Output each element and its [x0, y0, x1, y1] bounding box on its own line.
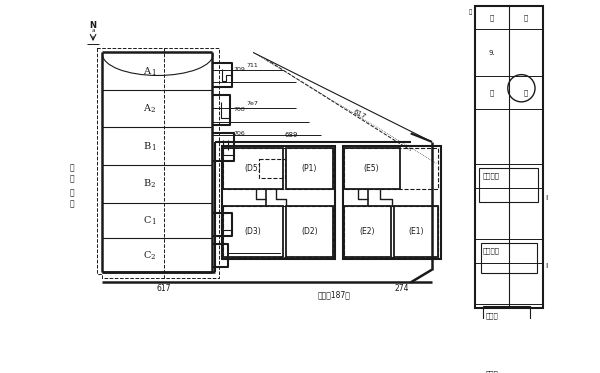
- Bar: [479, 168, 538, 203]
- Text: 檢查人員: 檢查人員: [483, 173, 500, 179]
- Bar: [223, 206, 283, 257]
- Text: C: C: [143, 251, 151, 260]
- Text: 一: 一: [469, 10, 472, 16]
- Bar: [286, 206, 333, 257]
- Text: 計算員: 計算員: [485, 312, 498, 319]
- Text: 段: 段: [70, 200, 74, 209]
- Bar: [344, 206, 391, 257]
- Text: N: N: [89, 21, 97, 30]
- Bar: [475, 6, 542, 308]
- Text: 274: 274: [395, 284, 409, 293]
- Bar: [481, 364, 534, 373]
- Bar: [344, 148, 438, 189]
- Text: (E2): (E2): [359, 227, 375, 236]
- Bar: [223, 206, 333, 257]
- Text: 2: 2: [151, 253, 155, 261]
- Bar: [259, 159, 284, 178]
- Bar: [286, 148, 333, 189]
- Text: C: C: [143, 216, 151, 225]
- Text: (D5): (D5): [245, 164, 262, 173]
- Text: 7e7: 7e7: [247, 101, 258, 106]
- Text: (D2): (D2): [301, 227, 317, 236]
- Text: 課: 課: [490, 89, 494, 96]
- Text: 2: 2: [151, 181, 155, 189]
- Bar: [343, 146, 440, 258]
- Text: B: B: [143, 142, 151, 151]
- Text: 617: 617: [157, 284, 171, 293]
- Text: 1: 1: [151, 144, 155, 152]
- Text: 711: 711: [247, 63, 258, 68]
- Text: 川: 川: [70, 174, 74, 183]
- Text: 706: 706: [233, 131, 245, 136]
- Bar: [223, 148, 333, 189]
- Text: 複核人員: 複核人員: [483, 248, 500, 254]
- Text: ı: ı: [545, 193, 548, 202]
- Text: A: A: [143, 104, 150, 113]
- Text: 一: 一: [70, 188, 74, 197]
- Text: (D3): (D3): [245, 227, 262, 236]
- Bar: [394, 206, 438, 257]
- Bar: [481, 243, 537, 273]
- Bar: [344, 148, 400, 189]
- Text: 1: 1: [151, 218, 155, 226]
- Text: 617: 617: [352, 108, 367, 119]
- Text: 709: 709: [233, 67, 245, 72]
- Text: ı: ı: [545, 261, 548, 270]
- Bar: [344, 206, 438, 257]
- Text: 1: 1: [151, 69, 155, 77]
- Text: 689: 689: [285, 132, 298, 138]
- Text: (P1): (P1): [302, 164, 317, 173]
- Bar: [483, 306, 530, 330]
- Text: B: B: [143, 179, 151, 188]
- Text: 主: 主: [490, 14, 494, 21]
- Text: 708: 708: [233, 107, 245, 112]
- Bar: [221, 146, 335, 258]
- Text: 2: 2: [151, 106, 155, 115]
- Bar: [223, 148, 283, 189]
- Text: (E5): (E5): [364, 164, 379, 173]
- Text: a: a: [91, 28, 95, 33]
- Text: 複核員: 複核員: [485, 370, 498, 373]
- Text: A: A: [143, 67, 150, 76]
- Text: 四: 四: [70, 163, 74, 172]
- Text: (E1): (E1): [408, 227, 424, 236]
- Text: 9.: 9.: [488, 50, 495, 56]
- Text: 四川路187號: 四川路187號: [317, 291, 350, 300]
- Text: 任: 任: [524, 14, 528, 21]
- Text: 長: 長: [524, 89, 528, 96]
